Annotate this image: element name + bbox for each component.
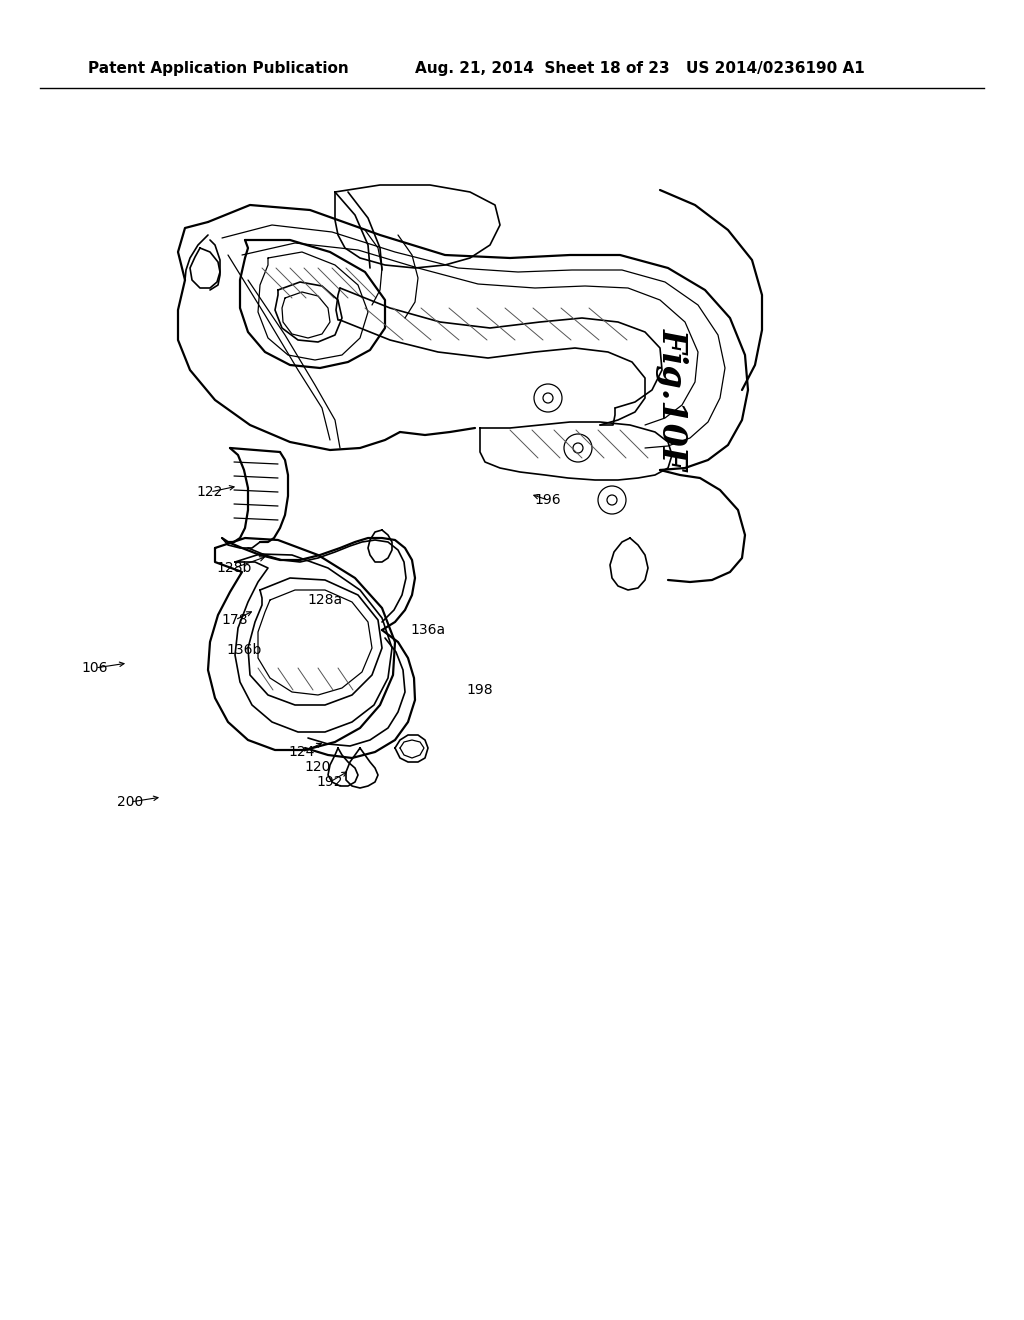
Text: 198: 198 <box>467 682 494 697</box>
Text: 120: 120 <box>305 760 331 774</box>
Text: 178: 178 <box>222 612 248 627</box>
Text: 200: 200 <box>117 795 143 809</box>
Text: 196: 196 <box>535 492 561 507</box>
Text: 136b: 136b <box>226 643 262 657</box>
Text: 136a: 136a <box>411 623 445 638</box>
Text: 106: 106 <box>82 661 109 675</box>
Text: 128a: 128a <box>307 593 343 607</box>
Text: 124: 124 <box>289 744 315 759</box>
Text: 192: 192 <box>316 775 343 789</box>
Text: 128b: 128b <box>216 561 252 576</box>
Text: Patent Application Publication: Patent Application Publication <box>88 61 349 75</box>
Text: Aug. 21, 2014  Sheet 18 of 23: Aug. 21, 2014 Sheet 18 of 23 <box>415 61 670 75</box>
Text: US 2014/0236190 A1: US 2014/0236190 A1 <box>686 61 864 75</box>
Text: Fig.10F: Fig.10F <box>655 327 688 470</box>
Text: 122: 122 <box>197 484 223 499</box>
